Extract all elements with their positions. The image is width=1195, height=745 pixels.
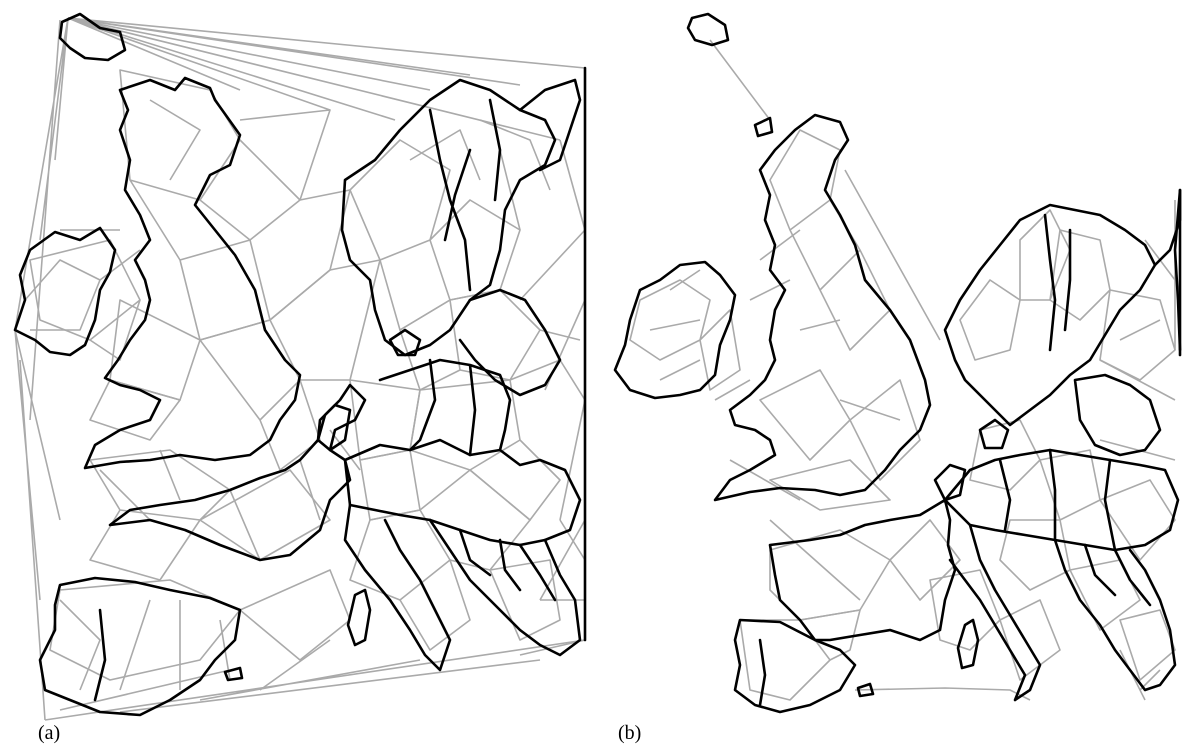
panel-a-country-borders: [13, 12, 587, 717]
panel-b-caption: (b): [618, 722, 642, 744]
panel-b-map-svg: [613, 12, 1182, 714]
panel-a-caption: (a): [38, 722, 61, 744]
panel-a-distorted-europe-triangulation: (a): [0, 0, 600, 744]
panel-b-europe-triangulation: (b): [600, 0, 1195, 744]
panel-a-map-svg: [13, 12, 587, 721]
panel-b-country-borders: [613, 12, 1182, 714]
panel-b-triangulation-mesh: [629, 39, 1176, 701]
